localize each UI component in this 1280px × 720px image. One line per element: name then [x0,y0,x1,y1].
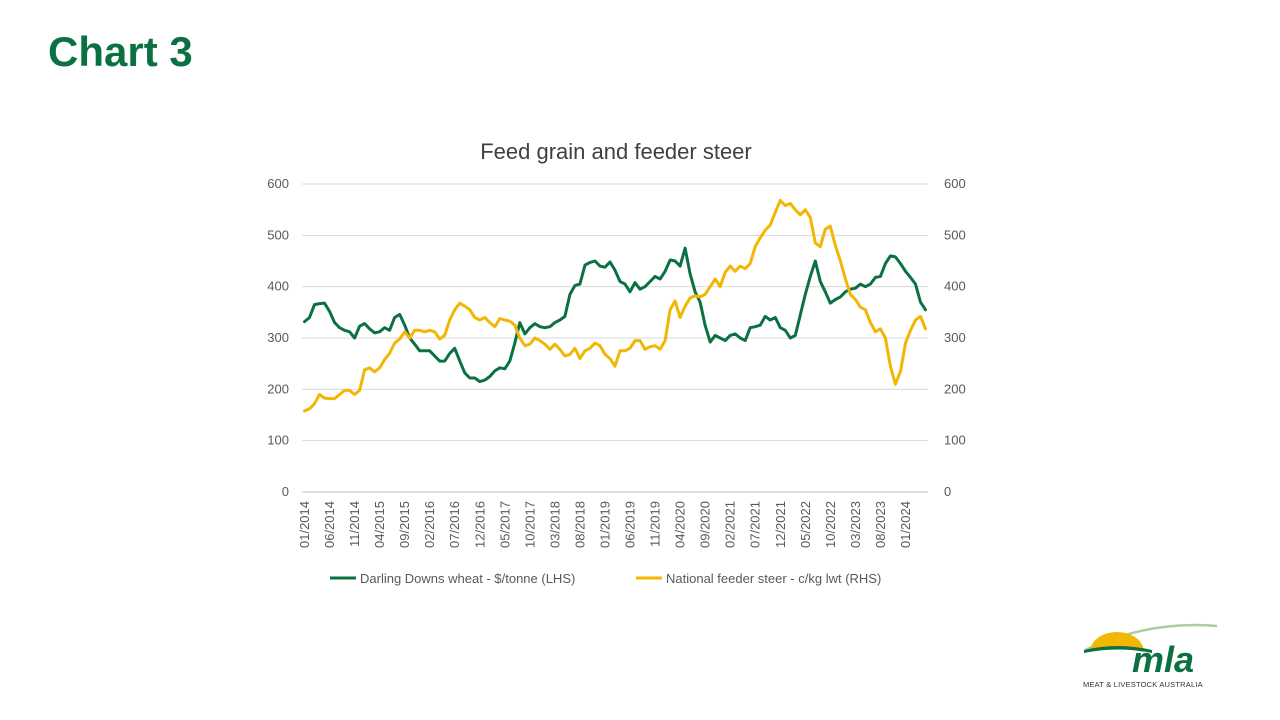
x-tick-label: 09/2020 [698,501,713,548]
left-tick-label: 500 [267,227,289,242]
logo-tagline: MEAT & LIVESTOCK AUSTRALIA [1083,680,1203,689]
chart-series [303,198,927,413]
x-tick-label: 01/2019 [597,501,612,548]
x-tick-label: 12/2021 [773,501,788,548]
legend-label: Darling Downs wheat - $/tonne (LHS) [360,571,575,586]
right-tick-label: 400 [944,279,966,294]
x-tick-label: 01/2024 [898,501,913,548]
right-tick-label: 100 [944,433,966,448]
right-tick-label: 0 [944,484,951,499]
x-axis: 01/2014 06/2014 11/2014 04/2015 09/2015 02/20… [297,501,913,548]
chart-title: Feed grain and feeder steer [480,139,752,164]
series-line-1 [303,198,927,413]
right-tick-label: 200 [944,381,966,396]
left-tick-label: 600 [267,176,289,191]
x-tick-label: 04/2020 [673,501,688,548]
slide-title: Chart 3 [48,28,193,75]
mla-logo-icon: mla [1084,623,1218,680]
x-tick-label: 12/2016 [472,501,487,548]
left-tick-label: 100 [267,433,289,448]
right-tick-label: 300 [944,330,966,345]
x-tick-label: 07/2016 [447,501,462,548]
x-tick-label: 01/2014 [297,501,312,548]
x-tick-label: 09/2015 [397,501,412,548]
right-tick-label: 600 [944,176,966,191]
legend-label: National feeder steer - c/kg lwt (RHS) [666,571,881,586]
x-tick-label: 06/2019 [623,501,638,548]
x-tick-label: 08/2023 [873,501,888,548]
x-tick-label: 05/2017 [497,501,512,548]
left-tick-label: 400 [267,279,289,294]
logo-wordmark: mla [1132,639,1194,680]
chart-gridlines [302,183,928,493]
left-tick-label: 0 [282,484,289,499]
left-axis: 0 100 200 300 400 500 600 [267,176,289,499]
x-tick-label: 03/2018 [547,501,562,548]
right-tick-label: 500 [944,227,966,242]
x-tick-label: 06/2014 [322,501,337,548]
x-tick-label: 02/2021 [723,501,738,548]
x-tick-label: 10/2017 [522,501,537,548]
x-tick-label: 05/2022 [798,501,813,548]
left-tick-label: 200 [267,381,289,396]
x-tick-label: 07/2021 [748,501,763,548]
mla-logo: mla [1080,622,1230,692]
x-tick-label: 03/2023 [848,501,863,548]
left-tick-label: 300 [267,330,289,345]
logo-hill [1084,646,1152,653]
x-tick-label: 02/2016 [422,501,437,548]
x-tick-label: 11/2014 [347,501,362,547]
x-tick-label: 04/2015 [372,501,387,548]
x-tick-label: 11/2019 [648,501,663,547]
x-tick-label: 08/2018 [572,501,587,548]
chart-legend: Darling Downs wheat - $/tonne (LHS) Natio… [330,571,881,586]
x-tick-label: 10/2022 [823,501,838,548]
right-axis: 0 100 200 300 400 500 600 [944,176,966,499]
